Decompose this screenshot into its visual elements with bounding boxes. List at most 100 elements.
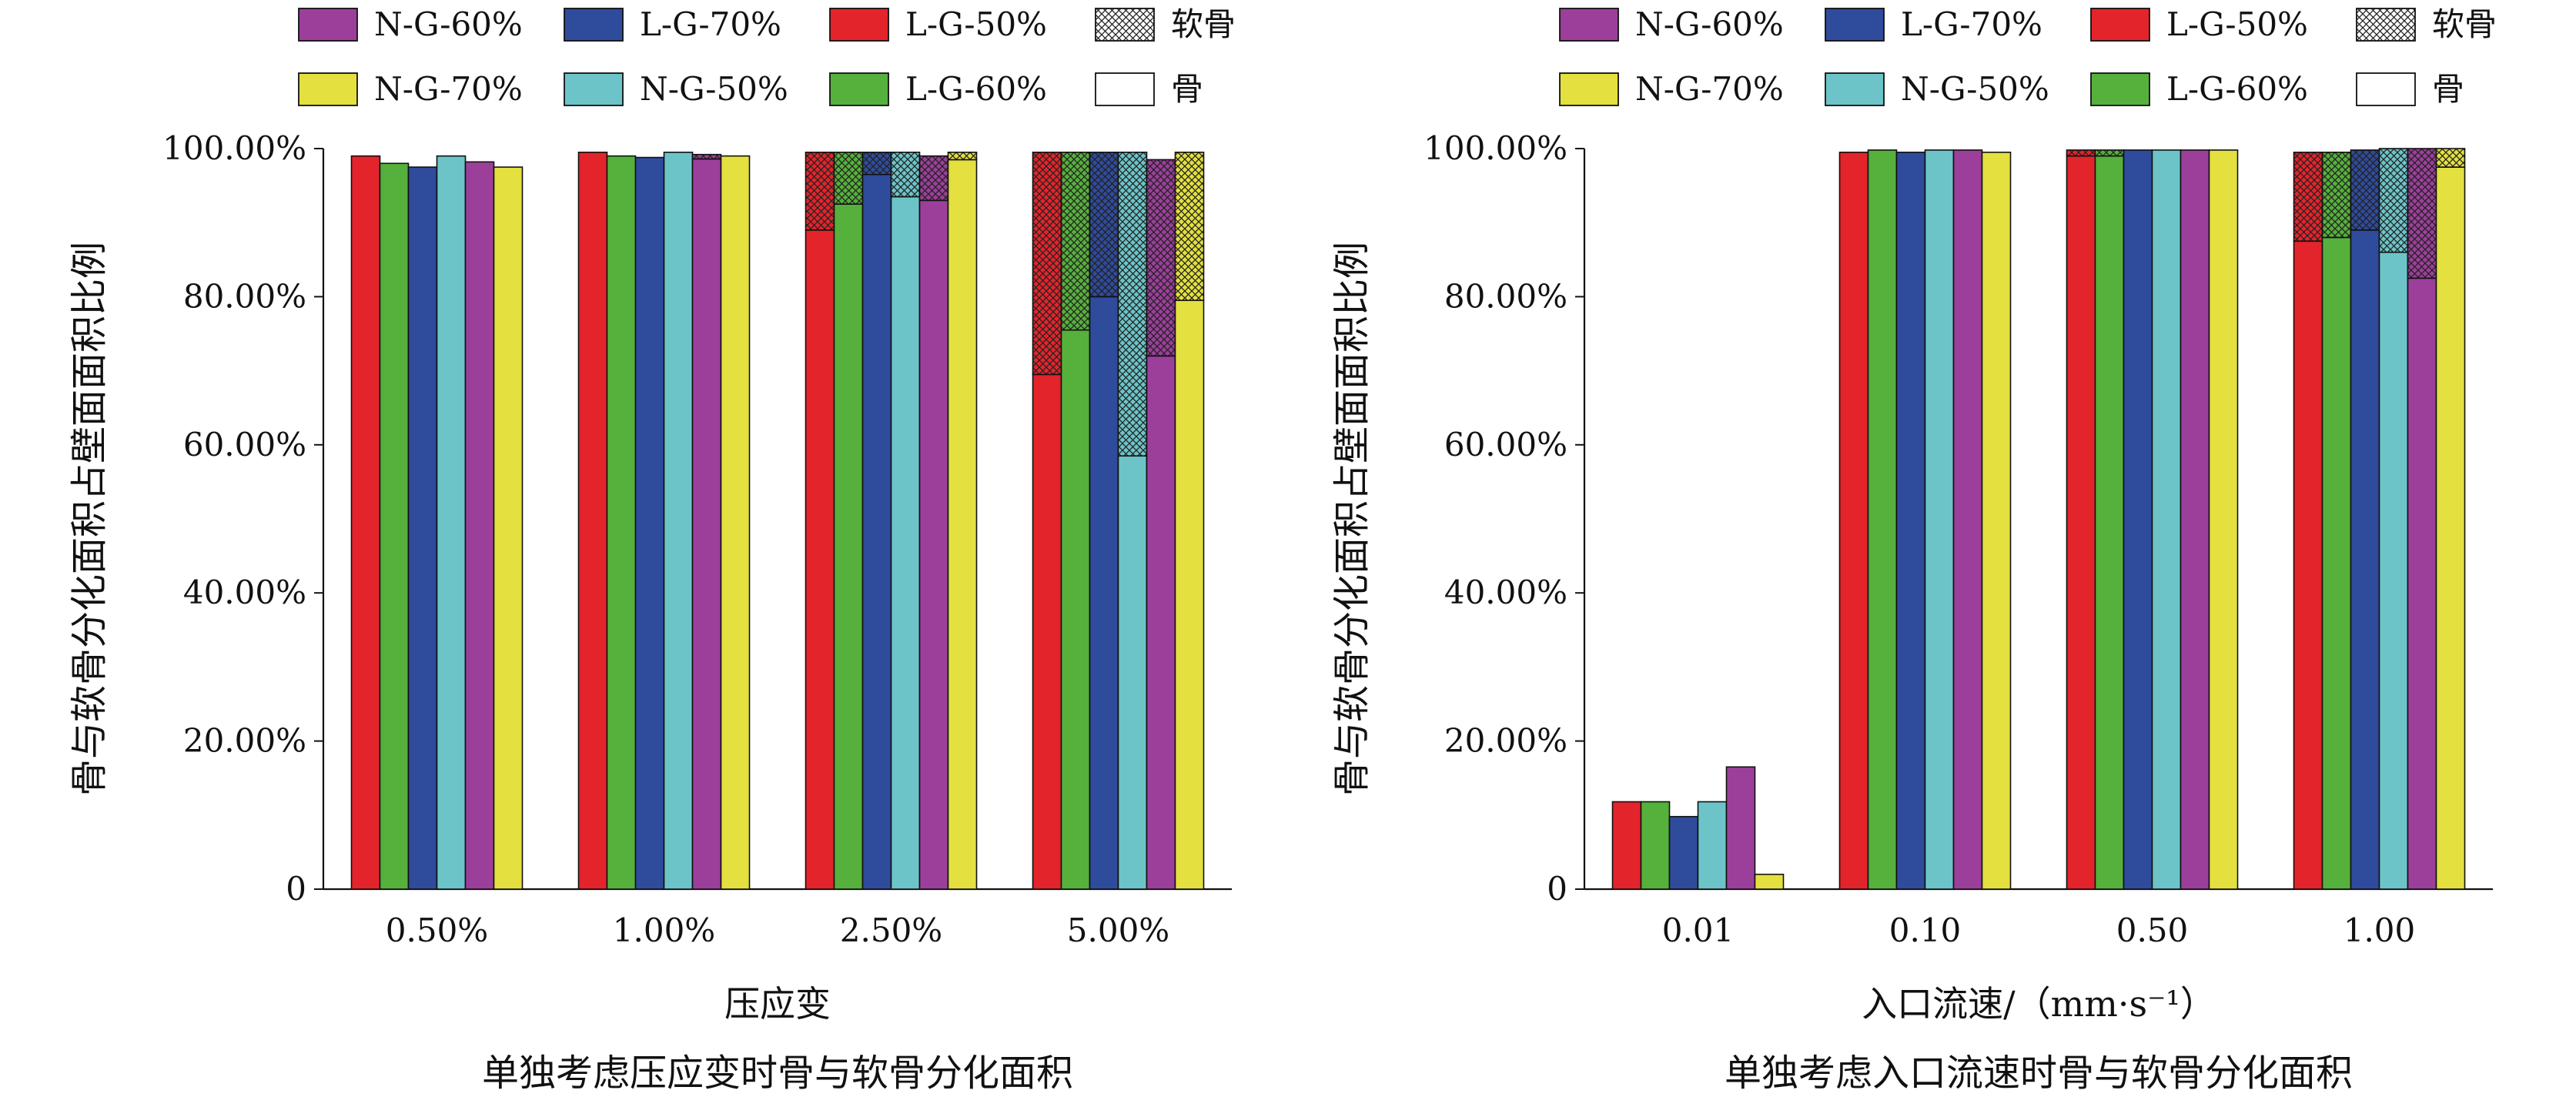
y-axis: 0 20.00% 40.00% 60.00% 80.00% 100.00% bbox=[162, 129, 323, 908]
legend-label: N-G-60% bbox=[1635, 5, 1784, 43]
bar-cartilage-hatch bbox=[1060, 152, 1091, 331]
legend-swatch bbox=[2090, 8, 2150, 42]
bar-bone bbox=[1952, 149, 1983, 890]
bar-bone bbox=[890, 196, 921, 890]
legend-swatch bbox=[1825, 8, 1885, 42]
x-tick-label: 0.10 bbox=[1889, 911, 1962, 949]
legend-label: N-G-70% bbox=[374, 70, 523, 108]
y-tick-label: 40.00% bbox=[1444, 574, 1567, 611]
legend-swatch bbox=[298, 72, 358, 106]
bar-bone bbox=[493, 166, 524, 890]
bars bbox=[350, 152, 1205, 890]
x-axis-title: 压应变 bbox=[724, 983, 831, 1025]
bar-bone bbox=[1174, 299, 1205, 890]
legend-swatch bbox=[2356, 72, 2416, 106]
bar-bone bbox=[720, 155, 751, 890]
y-tick-label: 80.00% bbox=[1444, 277, 1567, 315]
bar-bone bbox=[1668, 815, 1699, 890]
bar-cartilage-hatch bbox=[918, 155, 949, 202]
bar-bone bbox=[1725, 766, 1756, 890]
y-tick-label: 0 bbox=[286, 870, 306, 908]
y-axis: 0 20.00% 40.00% 60.00% 80.00% 100.00% bbox=[1423, 129, 1584, 908]
bar-cartilage-hatch bbox=[2435, 148, 2466, 168]
legend-swatch bbox=[564, 72, 624, 106]
legend-swatch bbox=[1559, 8, 1619, 42]
legend-swatch bbox=[1095, 8, 1155, 42]
y-tick-label: 20.00% bbox=[1444, 722, 1567, 760]
bar-bone bbox=[1640, 801, 1671, 890]
bar-bone bbox=[691, 158, 722, 890]
legend: N-G-60% L-G-70% L-G-50% 软骨 N-G-70% N-G-50% L-G… bbox=[298, 5, 1236, 108]
legend-label: L-G-60% bbox=[2166, 70, 2308, 108]
bar-bone bbox=[2180, 149, 2210, 890]
bar-cartilage-hatch bbox=[833, 152, 864, 205]
bar-bone bbox=[663, 152, 694, 890]
bar-bone bbox=[2094, 155, 2125, 890]
bar-bone bbox=[379, 162, 410, 890]
y-tick-label: 0 bbox=[1547, 870, 1567, 908]
x-tick-label: 0.50 bbox=[2116, 911, 2189, 949]
x-tick-label: 2.50% bbox=[840, 911, 942, 949]
bar-bone bbox=[1032, 373, 1062, 890]
bar-bone bbox=[1146, 355, 1176, 890]
bar-cartilage-hatch bbox=[1117, 152, 1148, 457]
bar-bone bbox=[861, 173, 892, 890]
bar-bone bbox=[2350, 229, 2380, 890]
bar-bone bbox=[833, 203, 864, 890]
chart-caption: 单独考虑入口流速时骨与软骨分化面积 bbox=[1725, 1052, 2353, 1094]
legend-label: N-G-50% bbox=[1901, 70, 2049, 108]
bar-bone bbox=[2407, 277, 2437, 890]
legend-label: L-G-50% bbox=[905, 5, 1047, 43]
legend-swatch bbox=[1825, 72, 1885, 106]
bar-bone bbox=[805, 229, 835, 890]
legend-label: 软骨 bbox=[1171, 5, 1236, 43]
bar-cartilage-hatch bbox=[2321, 152, 2352, 239]
x-tick-label: 1.00% bbox=[613, 911, 715, 949]
bar-bone bbox=[2208, 149, 2239, 890]
y-tick-label: 80.00% bbox=[183, 277, 306, 315]
bar-bone bbox=[1754, 873, 1785, 890]
x-axis-title: 入口流速/（mm·s⁻¹） bbox=[1862, 983, 2216, 1025]
bars bbox=[1611, 148, 2466, 890]
legend-label: 骨 bbox=[2432, 70, 2464, 108]
legend-swatch bbox=[1559, 72, 1619, 106]
bar-bone bbox=[1060, 329, 1091, 890]
bar-cartilage-hatch bbox=[2094, 149, 2125, 157]
bar-bone bbox=[2435, 166, 2466, 890]
bar-bone bbox=[1089, 296, 1119, 890]
legend-label: L-G-60% bbox=[905, 70, 1047, 108]
bar-cartilage-hatch bbox=[1146, 159, 1176, 357]
bar-bone bbox=[436, 155, 467, 890]
legend-label: N-G-70% bbox=[1635, 70, 1784, 108]
bar-cartilage-hatch bbox=[1174, 152, 1205, 302]
legend-label: L-G-50% bbox=[2166, 5, 2308, 43]
y-tick-label: 40.00% bbox=[183, 574, 306, 611]
bar-bone bbox=[1895, 152, 1926, 890]
x-tick-label: 0.01 bbox=[1662, 911, 1735, 949]
bar-cartilage-hatch bbox=[890, 152, 921, 198]
legend-swatch bbox=[829, 72, 889, 106]
y-tick-label: 100.00% bbox=[1423, 129, 1567, 167]
y-tick-label: 100.00% bbox=[162, 129, 306, 167]
chart-panel-2: N-G-60% L-G-70% L-G-50% 软骨 N-G-70% N-G-50% L-G… bbox=[1330, 5, 2497, 1095]
y-tick-label: 20.00% bbox=[183, 722, 306, 760]
bar-bone bbox=[407, 166, 438, 890]
chart-caption: 单独考虑压应变时骨与软骨分化面积 bbox=[482, 1052, 1073, 1094]
y-tick-label: 60.00% bbox=[1444, 426, 1567, 463]
bar-bone bbox=[464, 161, 495, 890]
bar-bone bbox=[606, 155, 637, 890]
legend-swatch bbox=[829, 8, 889, 42]
legend: N-G-60% L-G-70% L-G-50% 软骨 N-G-70% N-G-50% L-G… bbox=[1559, 5, 2497, 108]
legend-swatch bbox=[298, 8, 358, 42]
x-tick-label: 0.50% bbox=[386, 911, 488, 949]
legend-label: L-G-70% bbox=[640, 5, 781, 43]
bar-bone bbox=[2123, 149, 2153, 890]
x-tick-label: 5.00% bbox=[1067, 911, 1169, 949]
bar-bone bbox=[577, 152, 608, 890]
legend-label: N-G-50% bbox=[640, 70, 788, 108]
y-axis-title: 骨与软骨分化面积占壁面面积比例 bbox=[1330, 242, 1373, 796]
bar-bone bbox=[634, 156, 665, 890]
chart-panel-1: N-G-60% L-G-70% L-G-50% 软骨 N-G-70% N-G-50% L-G… bbox=[68, 5, 1236, 1095]
bar-bone bbox=[918, 199, 949, 890]
